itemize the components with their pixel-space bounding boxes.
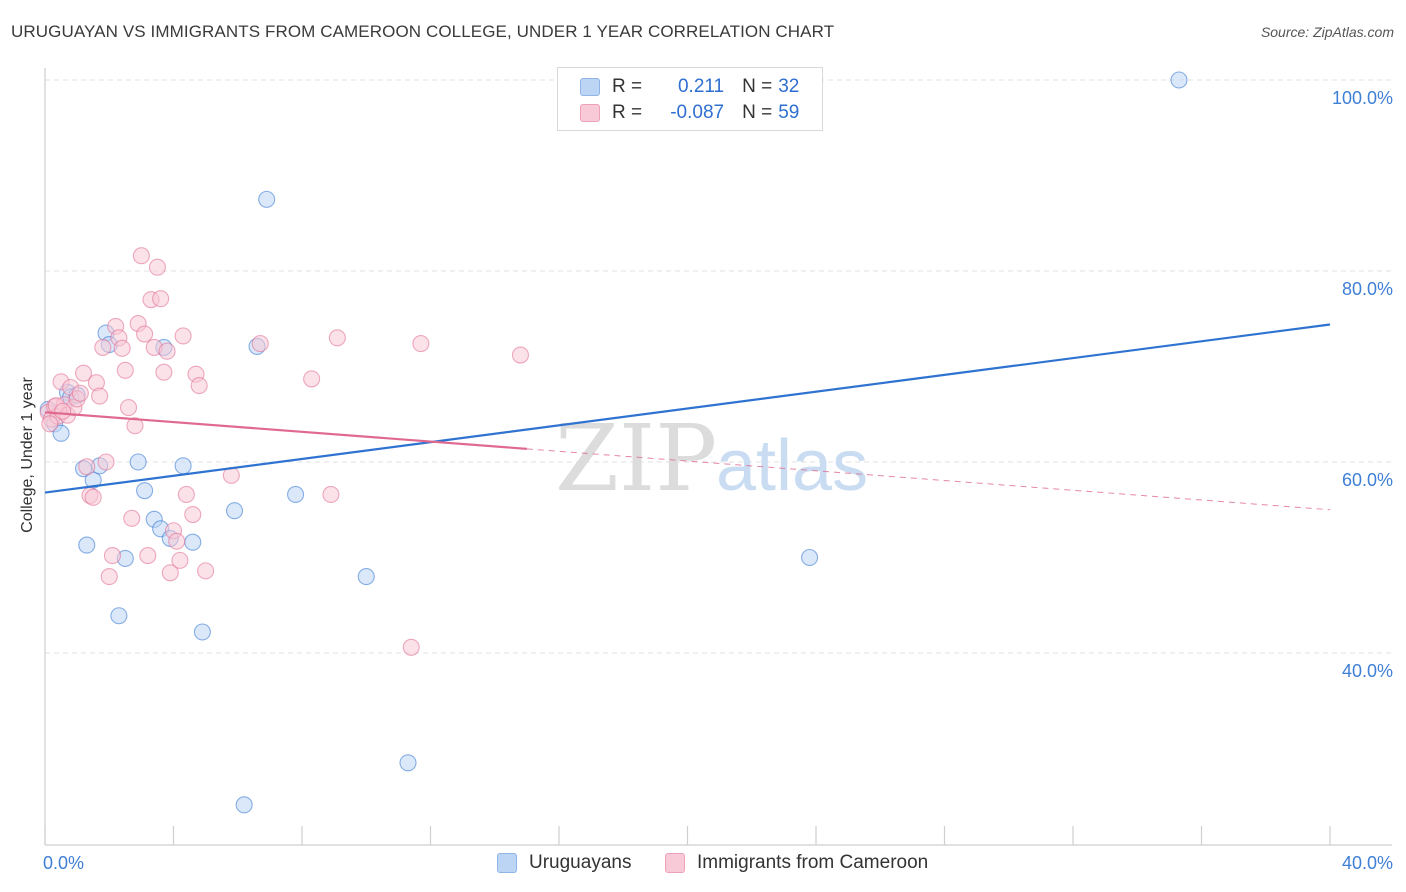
point-cameroon: [412, 335, 430, 353]
watermark: ZIP atlas: [555, 405, 868, 512]
point-cameroon: [303, 370, 321, 388]
point-cameroon: [94, 338, 112, 356]
point-cameroon: [113, 339, 131, 357]
legend-r-label: R =: [612, 102, 643, 123]
legend-r-value: 0.211: [677, 76, 725, 97]
point-cameroon: [148, 258, 166, 276]
legend-row-uruguayans: R = 0.211 N = 32: [580, 75, 799, 99]
point-uruguayans: [258, 190, 276, 208]
point-cameroon: [126, 417, 144, 435]
point-cameroon: [116, 361, 134, 379]
point-cameroon: [184, 505, 202, 524]
bottom-legend: Uruguayans Immigrants from Cameroon: [0, 852, 1406, 878]
trend-lines: [44, 323, 1331, 511]
point-uruguayans: [801, 548, 819, 567]
legend-n-label: N =: [742, 102, 773, 123]
point-uruguayans: [235, 796, 253, 814]
point-cameroon: [402, 638, 420, 656]
point-cameroon: [251, 335, 269, 353]
point-cameroon: [139, 547, 157, 565]
point-cameroon: [155, 363, 173, 381]
point-cameroon: [171, 551, 189, 569]
y-tick-label: 40.0%: [1342, 661, 1393, 681]
point-uruguayans: [225, 502, 244, 520]
legend-row-cameroon: R = -0.087 N = 59: [580, 101, 799, 125]
legend-label-uruguayans: Uruguayans: [529, 852, 632, 873]
point-cameroon: [119, 399, 138, 417]
point-uruguayans: [184, 533, 202, 551]
point-uruguayans: [287, 485, 305, 504]
legend-box: R = 0.211 N = 32 R = -0.087 N = 59: [557, 67, 823, 131]
trend-line-uruguayans: [44, 323, 1331, 494]
point-cameroon: [161, 564, 179, 582]
x-tick-label: 40.0%: [1342, 853, 1393, 873]
legend-swatch-uruguayans: [580, 78, 600, 96]
legend-r-label: R =: [612, 76, 643, 97]
legend-item-uruguayans[interactable]: Uruguayans: [497, 852, 631, 874]
y-tick-label: 100.0%: [1332, 88, 1393, 108]
gridlines: [45, 79, 1392, 654]
point-uruguayans: [52, 424, 70, 442]
point-cameroon: [41, 415, 59, 433]
point-cameroon: [123, 509, 141, 527]
point-cameroon: [177, 485, 195, 504]
point-cameroon: [132, 247, 150, 265]
point-cameroon: [71, 384, 89, 402]
legend-r-value: -0.087: [670, 102, 725, 123]
axes: [44, 68, 1392, 846]
point-cameroon: [328, 329, 346, 347]
point-cameroon: [91, 387, 109, 405]
watermark-zip: ZIP: [555, 405, 717, 512]
y-tick-label: 80.0%: [1342, 279, 1393, 299]
point-uruguayans: [110, 607, 128, 625]
point-uruguayans: [136, 482, 154, 500]
point-cameroon: [197, 562, 215, 580]
point-cameroon: [136, 325, 154, 343]
legend-swatch-uruguayans: [497, 853, 517, 873]
point-uruguayans: [357, 568, 375, 586]
point-cameroon: [168, 532, 186, 550]
point-cameroon: [75, 364, 93, 382]
legend-label-cameroon: Immigrants from Cameroon: [697, 852, 929, 873]
point-uruguayans: [78, 536, 96, 554]
point-cameroon: [511, 346, 530, 364]
point-cameroon: [54, 402, 72, 420]
y-tick-label: 60.0%: [1342, 470, 1393, 490]
tick-labels: 100.0% 80.0% 60.0% 40.0% 0.0% 40.0%: [43, 88, 1393, 873]
source-label: Source: ZipAtlas.com: [1260, 24, 1394, 40]
legend-swatch-cameroon: [665, 853, 685, 873]
point-cameroon: [190, 377, 208, 395]
legend-n-label: N =: [742, 76, 773, 97]
point-uruguayans: [1170, 71, 1188, 89]
data-points: [39, 71, 1188, 814]
point-uruguayans: [399, 754, 417, 772]
point-cameroon: [158, 342, 176, 360]
legend-n-value: 59: [778, 102, 800, 123]
point-uruguayans: [174, 457, 192, 475]
point-cameroon: [322, 485, 340, 504]
point-cameroon: [174, 327, 192, 345]
point-uruguayans: [193, 623, 211, 641]
point-cameroon: [84, 488, 102, 506]
legend-swatch-cameroon: [580, 104, 600, 122]
point-cameroon: [152, 290, 170, 308]
point-uruguayans: [129, 453, 147, 471]
x-tick-label: 0.0%: [43, 853, 84, 873]
legend-item-cameroon[interactable]: Immigrants from Cameroon: [665, 852, 928, 874]
point-cameroon: [78, 458, 96, 476]
trend-line-cameroon: [44, 411, 527, 450]
point-cameroon: [100, 568, 118, 586]
chart-title: URUGUAYAN VS IMMIGRANTS FROM CAMEROON CO…: [11, 22, 835, 41]
point-cameroon: [103, 547, 122, 565]
legend-n-value: 32: [778, 76, 800, 97]
point-cameroon: [97, 453, 115, 471]
watermark-atlas: atlas: [716, 426, 868, 506]
trend-line-cameroon-extension: [526, 448, 1331, 511]
